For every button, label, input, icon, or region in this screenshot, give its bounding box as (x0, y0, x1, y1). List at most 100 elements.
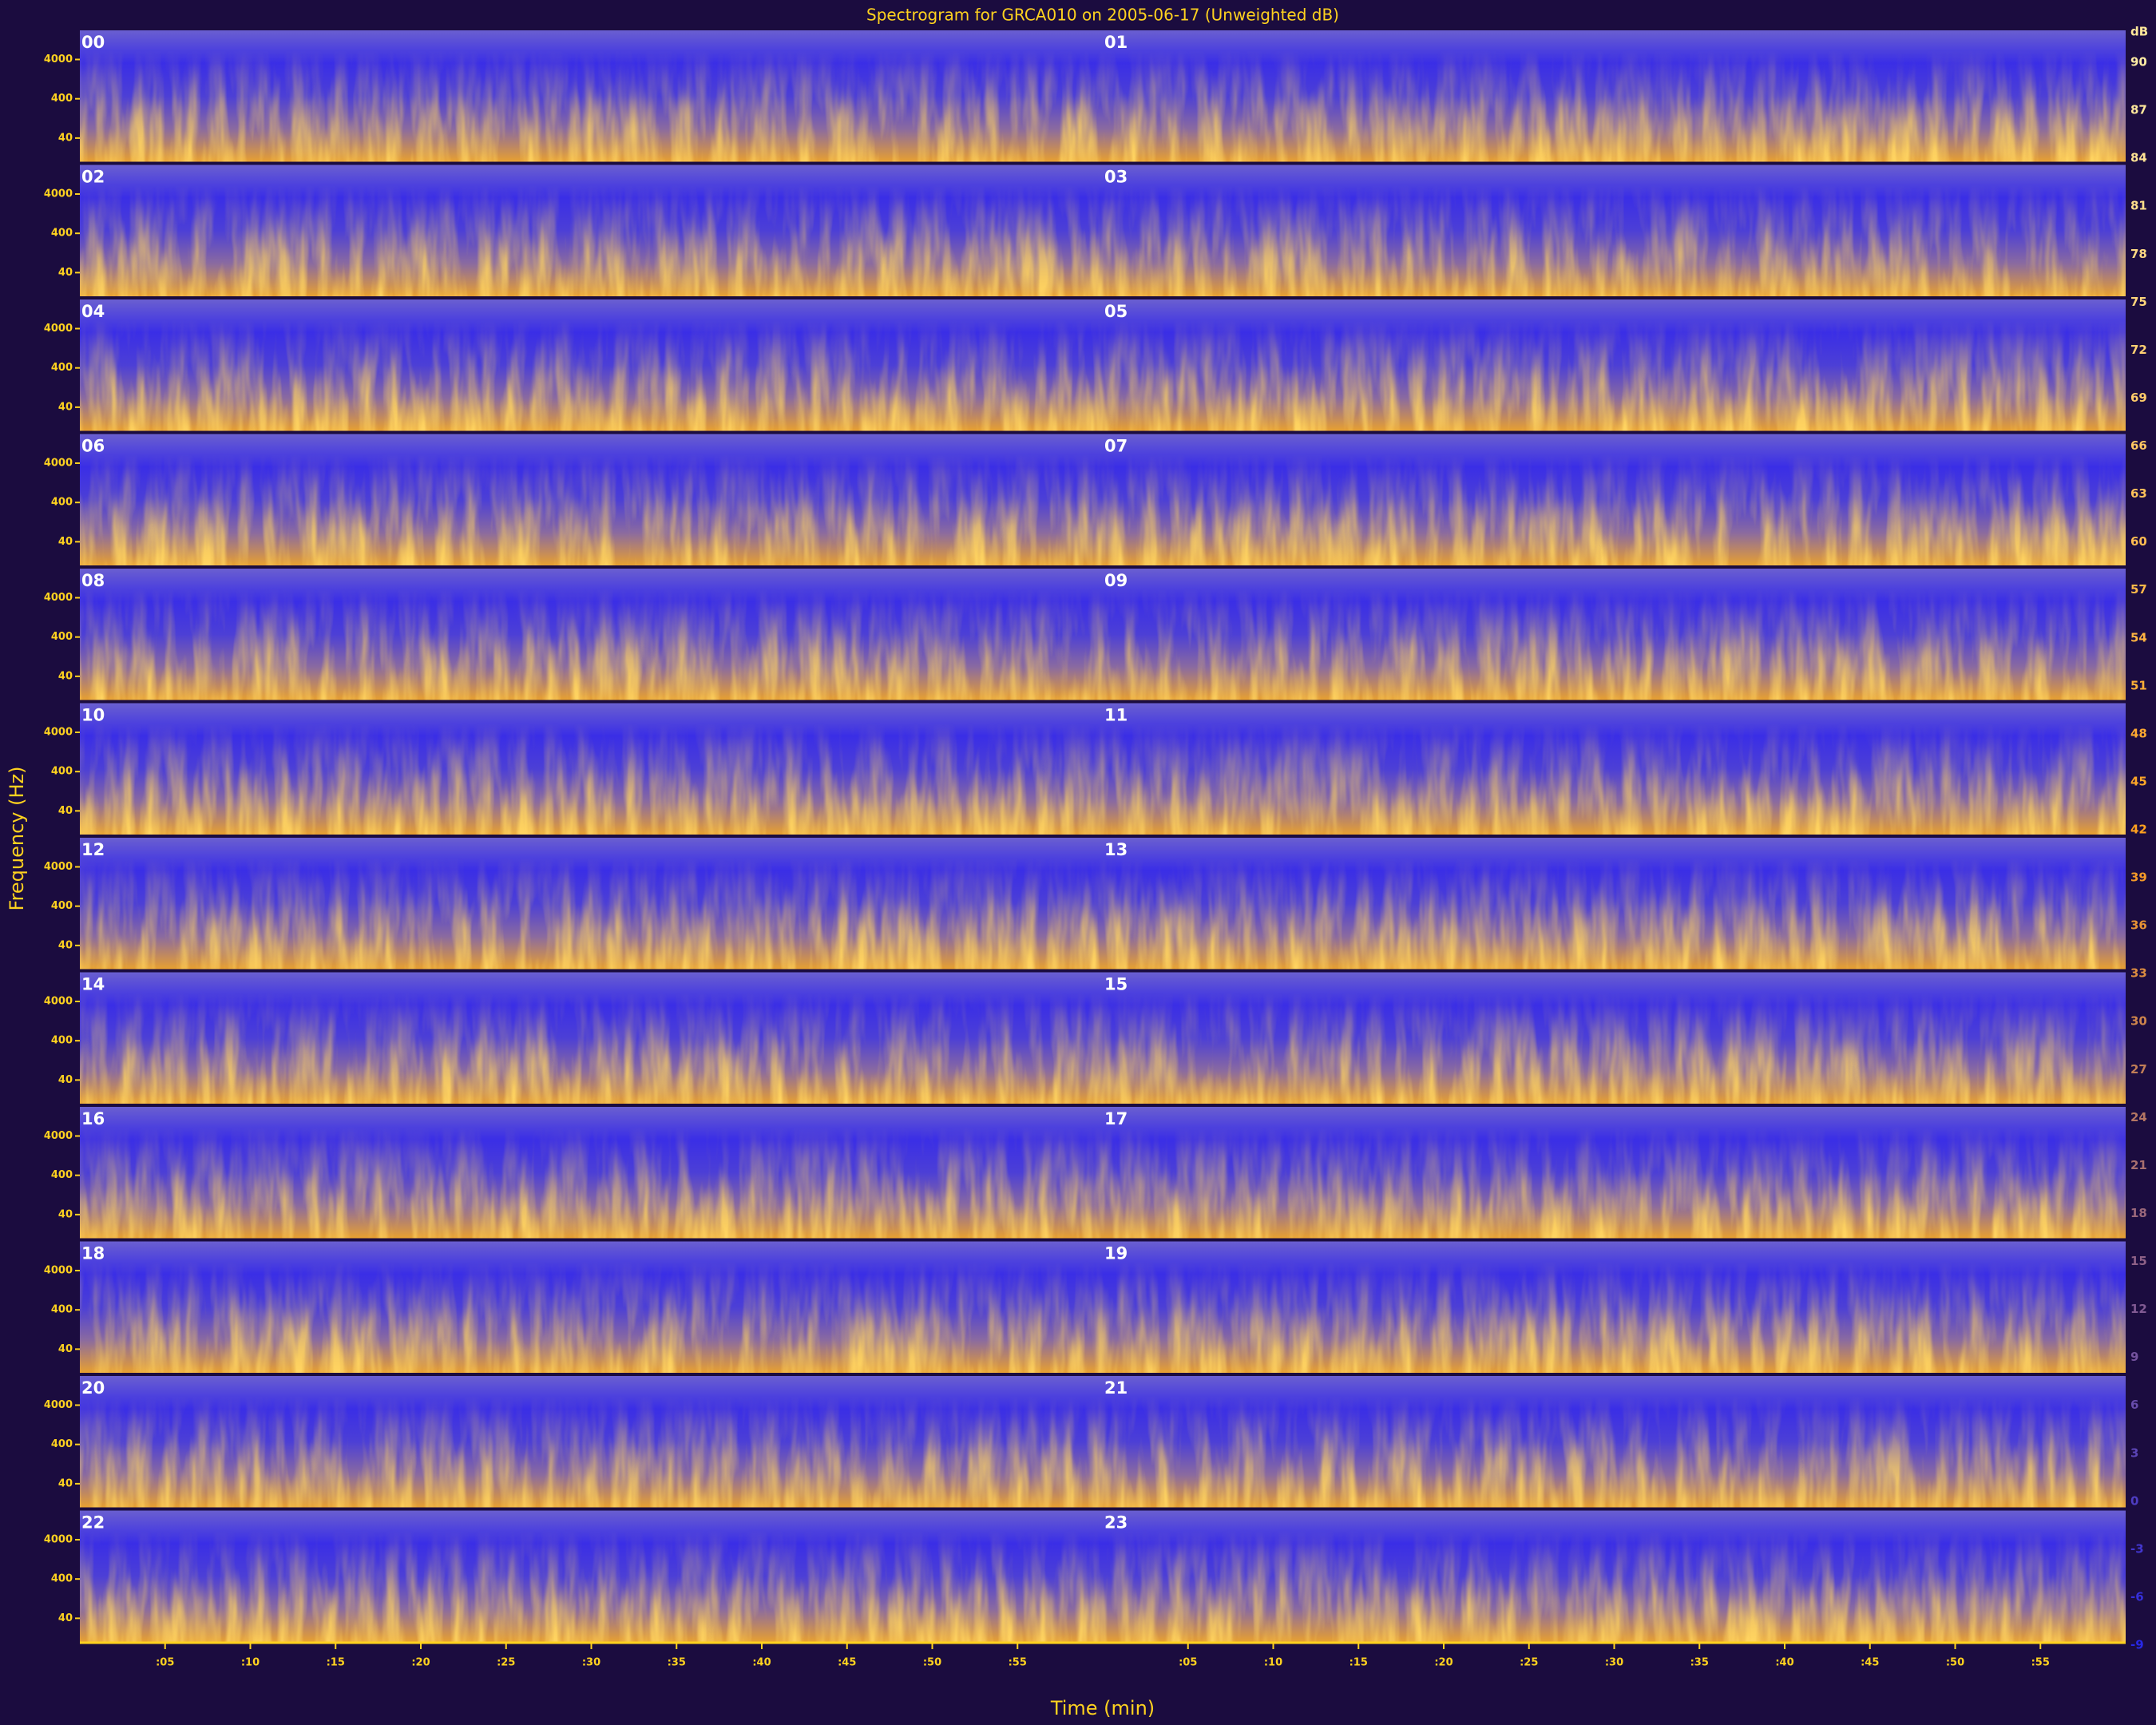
y-tick-label: 4000 (44, 1533, 73, 1545)
colorbar-tick-label: 66 (2130, 438, 2147, 453)
spectrogram-energy (80, 838, 1103, 970)
panel-label: 16 (81, 1109, 105, 1128)
y-tick-label: 40 (58, 1208, 73, 1220)
y-tick-label: 400 (51, 631, 73, 643)
x-tick-label: :30 (582, 1657, 600, 1669)
y-tick-label: 4000 (44, 1399, 73, 1411)
x-axis-label: Time (min) (1050, 1697, 1155, 1719)
colorbar-tick-label: 90 (2130, 55, 2147, 69)
x-tick-label: :25 (497, 1657, 515, 1669)
x-tick-label: :35 (668, 1657, 686, 1669)
y-tick-label: 400 (51, 900, 73, 912)
colorbar-tick-label: 69 (2130, 391, 2147, 405)
panel-label: 00 (81, 33, 105, 52)
x-tick-label: :10 (241, 1657, 260, 1669)
panel-label: 17 (1104, 1109, 1128, 1128)
y-tick-label: 40 (58, 132, 73, 144)
y-tick-label: 40 (58, 805, 73, 817)
spectrogram-energy (1103, 972, 2126, 1104)
x-tick-label: :45 (838, 1657, 856, 1669)
panel-label: 20 (81, 1378, 105, 1398)
colorbar-tick-label: 6 (2130, 1398, 2138, 1412)
y-tick-label: 400 (51, 93, 73, 105)
colorbar-tick-label: 54 (2130, 630, 2147, 644)
spectrogram-energy (80, 1510, 1103, 1642)
spectrogram-energy (80, 569, 1103, 700)
colorbar-tick-label: 60 (2130, 534, 2147, 549)
colorbar-tick-label: 63 (2130, 486, 2147, 501)
colorbar-tick-label: 3 (2130, 1445, 2138, 1460)
colorbar-tick-label: 15 (2130, 1254, 2147, 1268)
panel-label: 06 (81, 437, 105, 456)
colorbar-tick-label: 81 (2130, 199, 2147, 213)
panel-label: 04 (81, 302, 105, 321)
spectrogram-energy (1103, 165, 2126, 296)
panel-label: 09 (1104, 571, 1128, 590)
colorbar-tick-label: -9 (2130, 1638, 2144, 1652)
panel-label: 11 (1104, 706, 1128, 725)
y-tick-label: 4000 (44, 54, 73, 65)
x-tick-label: :50 (1946, 1657, 1964, 1669)
y-tick-label: 400 (51, 362, 73, 374)
y-tick-label: 4000 (44, 1130, 73, 1142)
y-tick-label: 400 (51, 1169, 73, 1181)
panel-label: 21 (1104, 1378, 1128, 1398)
y-tick-label: 400 (51, 766, 73, 778)
colorbar-tick-label: 18 (2130, 1206, 2147, 1220)
x-tick-label: :15 (1349, 1657, 1368, 1669)
colorbar-tick-label: 39 (2130, 870, 2147, 885)
x-tick-label: :40 (752, 1657, 771, 1669)
panel-label: 14 (81, 975, 105, 994)
panel-label: 22 (81, 1513, 105, 1533)
colorbar-tick-label: 72 (2130, 343, 2147, 357)
x-tick-label: :30 (1605, 1657, 1623, 1669)
y-tick-label: 4000 (44, 188, 73, 200)
spectrogram-energy (80, 1376, 1103, 1508)
y-tick-label: 4000 (44, 323, 73, 335)
y-tick-label: 4000 (44, 726, 73, 738)
colorbar-tick-label: 75 (2130, 295, 2147, 309)
x-tick-label: :15 (327, 1657, 345, 1669)
x-tick-label: :05 (156, 1657, 174, 1669)
y-tick-label: 4000 (44, 861, 73, 873)
colorbar-tick-label: -6 (2130, 1589, 2144, 1604)
panel-label: 12 (81, 840, 105, 859)
panel-label: 07 (1104, 437, 1128, 456)
panel-label: 10 (81, 706, 105, 725)
colorbar-tick-label: 36 (2130, 918, 2147, 933)
x-tick-label: :40 (1775, 1657, 1793, 1669)
colorbar-tick-label: 27 (2130, 1062, 2147, 1077)
colorbar-tick-label: 87 (2130, 103, 2147, 117)
panel-label: 08 (81, 571, 105, 590)
panel-label: 03 (1104, 168, 1128, 187)
colorbar-tick-label: 48 (2130, 726, 2147, 740)
spectrogram-energy (80, 30, 1103, 162)
colorbar-tick-label: 78 (2130, 247, 2147, 261)
panel-label: 05 (1104, 302, 1128, 321)
x-tick-label: :05 (1179, 1657, 1197, 1669)
spectrogram-energy (1103, 1510, 2126, 1642)
spectrogram-energy (1103, 299, 2126, 431)
y-tick-label: 40 (58, 1074, 73, 1086)
y-tick-label: 40 (58, 670, 73, 682)
y-tick-label: 400 (51, 228, 73, 240)
spectrogram-energy (1103, 1241, 2126, 1373)
panel-label: 15 (1104, 975, 1128, 994)
spectrogram-energy (80, 1107, 1103, 1239)
y-tick-label: 40 (58, 1477, 73, 1489)
spectrogram-energy (1103, 569, 2126, 700)
x-tick-label: :20 (1434, 1657, 1453, 1669)
colorbar-tick-label: 0 (2130, 1493, 2138, 1508)
colorbar-tick-label: 84 (2130, 151, 2147, 165)
y-tick-label: 40 (58, 536, 73, 548)
spectrogram-energy (1103, 30, 2126, 162)
x-tick-label: :10 (1264, 1657, 1282, 1669)
x-tick-label: :25 (1520, 1657, 1538, 1669)
colorbar-tick-label: 12 (2130, 1302, 2147, 1316)
spectrogram-energy (80, 434, 1103, 565)
colorbar-tick-label: -3 (2130, 1541, 2144, 1556)
spectrogram-energy (80, 972, 1103, 1104)
y-tick-label: 4000 (44, 457, 73, 469)
x-tick-label: :55 (1009, 1657, 1027, 1669)
